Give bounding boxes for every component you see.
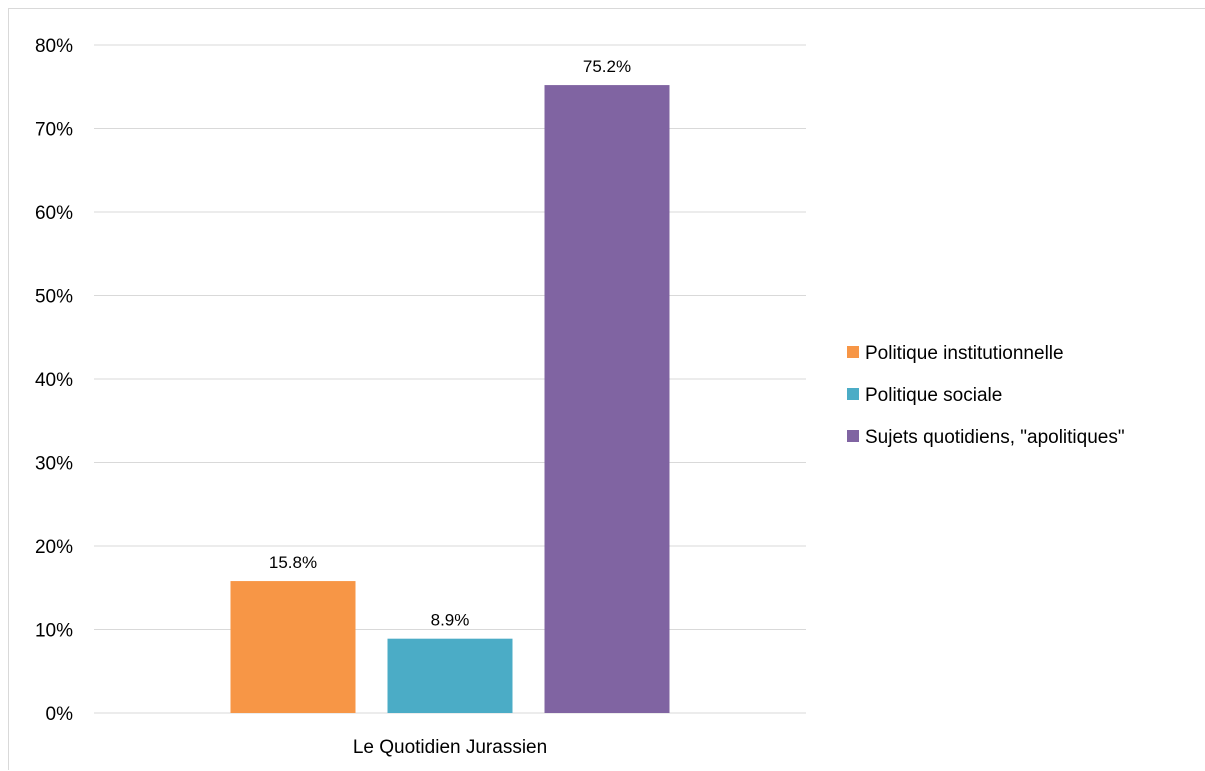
y-tick-label: 0% [46, 704, 74, 725]
y-tick-label: 80% [35, 36, 73, 57]
chart-frame: 0% 10% 20% 30% 40% 50% 60% 70% 80% 15.8% 8.9% 75.2… [8, 8, 1205, 770]
data-labels: 15.8% 8.9% 75.2% [269, 57, 631, 630]
data-label: 8.9% [431, 611, 470, 630]
y-tick-label: 20% [35, 537, 73, 558]
legend-swatch [847, 430, 859, 442]
legend-label: Sujets quotidiens, "apolitiques" [865, 427, 1125, 448]
legend: Politique institutionnelle Politique soci… [847, 343, 1125, 448]
y-tick-label: 30% [35, 454, 73, 475]
legend-swatch [847, 388, 859, 400]
y-tick-label: 70% [35, 120, 73, 141]
legend-swatch [847, 346, 859, 358]
gridlines [94, 44, 806, 714]
y-axis-ticks: 0% 10% 20% 30% 40% 50% 60% 70% 80% [35, 36, 73, 725]
legend-label: Politique sociale [865, 385, 1002, 406]
bars [230, 85, 670, 713]
bar [387, 638, 513, 713]
bar-chart: 0% 10% 20% 30% 40% 50% 60% 70% 80% 15.8% 8.9% 75.2… [35, 36, 1125, 758]
bar [230, 581, 356, 713]
legend-label: Politique institutionnelle [865, 343, 1064, 364]
y-tick-label: 50% [35, 287, 73, 308]
data-label: 15.8% [269, 553, 317, 572]
y-tick-label: 60% [35, 203, 73, 224]
data-label: 75.2% [583, 57, 631, 76]
x-category-label: Le Quotidien Jurassien [353, 737, 547, 758]
x-axis-categories: Le Quotidien Jurassien [353, 737, 547, 758]
y-tick-label: 10% [35, 621, 73, 642]
y-tick-label: 40% [35, 370, 73, 391]
bar [544, 85, 670, 713]
